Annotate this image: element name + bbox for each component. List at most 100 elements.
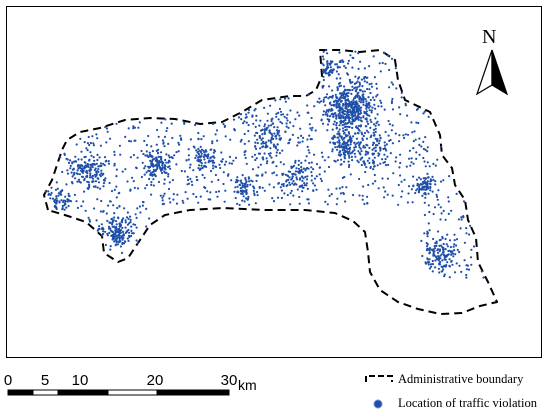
- violation-point: [305, 184, 308, 187]
- violation-point: [168, 165, 171, 168]
- violation-point: [222, 123, 225, 126]
- violation-point: [460, 216, 463, 219]
- violation-point: [54, 206, 58, 209]
- violation-point: [60, 199, 63, 202]
- violation-point: [81, 175, 84, 178]
- violation-point: [275, 112, 278, 115]
- violation-point: [353, 152, 356, 155]
- violation-point: [371, 161, 374, 164]
- violation-point: [219, 166, 222, 170]
- violation-point: [334, 160, 337, 163]
- violation-point: [301, 186, 304, 189]
- violation-point: [358, 113, 361, 116]
- violation-point: [138, 121, 141, 124]
- violation-point: [440, 270, 443, 273]
- violation-point: [128, 222, 131, 225]
- violation-point: [453, 271, 457, 274]
- violation-point: [83, 156, 86, 159]
- violation-point: [58, 201, 61, 204]
- violation-point: [348, 150, 351, 153]
- violation-point: [135, 167, 138, 170]
- violation-point: [277, 111, 280, 114]
- violation-point: [242, 195, 245, 198]
- violation-point: [423, 213, 426, 217]
- violation-point: [308, 151, 311, 154]
- violation-point: [292, 183, 296, 186]
- violation-point: [338, 51, 341, 54]
- violation-point: [289, 203, 292, 206]
- violation-point: [408, 149, 411, 152]
- violation-point: [363, 160, 366, 163]
- violation-point: [459, 227, 462, 230]
- violation-point: [257, 166, 260, 169]
- violation-point: [274, 145, 277, 149]
- violation-point: [291, 182, 294, 185]
- violation-point: [254, 158, 257, 162]
- violation-point: [315, 175, 318, 178]
- violation-point: [427, 176, 430, 179]
- violation-point: [292, 180, 295, 183]
- violation-point: [379, 162, 382, 165]
- violation-point: [338, 66, 341, 69]
- violation-point: [441, 266, 444, 269]
- violation-point: [47, 190, 50, 193]
- violation-point: [115, 168, 118, 171]
- violation-point: [63, 152, 66, 155]
- violation-point: [105, 212, 108, 215]
- violation-point: [256, 138, 259, 141]
- violation-point: [352, 56, 355, 60]
- violation-point: [346, 151, 349, 154]
- violation-point: [390, 57, 394, 60]
- violation-point: [163, 135, 167, 138]
- violation-point: [442, 179, 445, 182]
- violation-point: [282, 113, 285, 116]
- violation-point: [57, 194, 60, 197]
- violation-point: [348, 146, 352, 149]
- violation-point: [465, 276, 468, 279]
- violation-point: [420, 145, 423, 148]
- violation-point: [338, 102, 341, 106]
- violation-point: [150, 145, 153, 148]
- violation-point: [359, 60, 362, 63]
- violation-point: [71, 168, 75, 171]
- violation-point: [115, 243, 118, 246]
- violation-point: [269, 104, 272, 107]
- violation-point: [427, 204, 430, 207]
- violation-point: [375, 95, 378, 98]
- violation-point: [91, 174, 95, 177]
- violation-point: [357, 124, 361, 127]
- violation-point: [168, 197, 171, 200]
- violation-point: [69, 164, 72, 167]
- violation-point: [234, 196, 237, 200]
- violation-point: [91, 164, 94, 168]
- violation-point: [121, 170, 124, 173]
- violation-point: [261, 137, 264, 140]
- violation-point: [113, 212, 116, 215]
- violation-point: [59, 156, 62, 159]
- violation-point: [427, 192, 430, 195]
- violation-point: [465, 268, 468, 271]
- violation-point: [412, 147, 415, 150]
- violation-point: [338, 81, 342, 85]
- violation-point: [264, 146, 267, 149]
- violation-point: [392, 172, 395, 175]
- violation-point: [349, 80, 352, 83]
- violation-point: [443, 275, 446, 278]
- violation-point: [338, 142, 341, 146]
- violation-point: [247, 108, 251, 112]
- violation-point: [358, 146, 361, 149]
- violation-point: [446, 233, 449, 236]
- violation-point: [65, 183, 68, 186]
- violation-point: [88, 176, 92, 179]
- violation-point: [374, 144, 378, 147]
- violation-point: [384, 164, 388, 167]
- violation-point: [238, 183, 242, 187]
- violation-point: [423, 110, 426, 113]
- violation-point: [324, 200, 327, 203]
- violation-point: [398, 166, 401, 169]
- violation-point: [305, 155, 308, 158]
- violation-point: [169, 167, 172, 170]
- violation-point: [355, 81, 358, 85]
- violation-point: [347, 91, 350, 95]
- violation-point: [284, 100, 287, 103]
